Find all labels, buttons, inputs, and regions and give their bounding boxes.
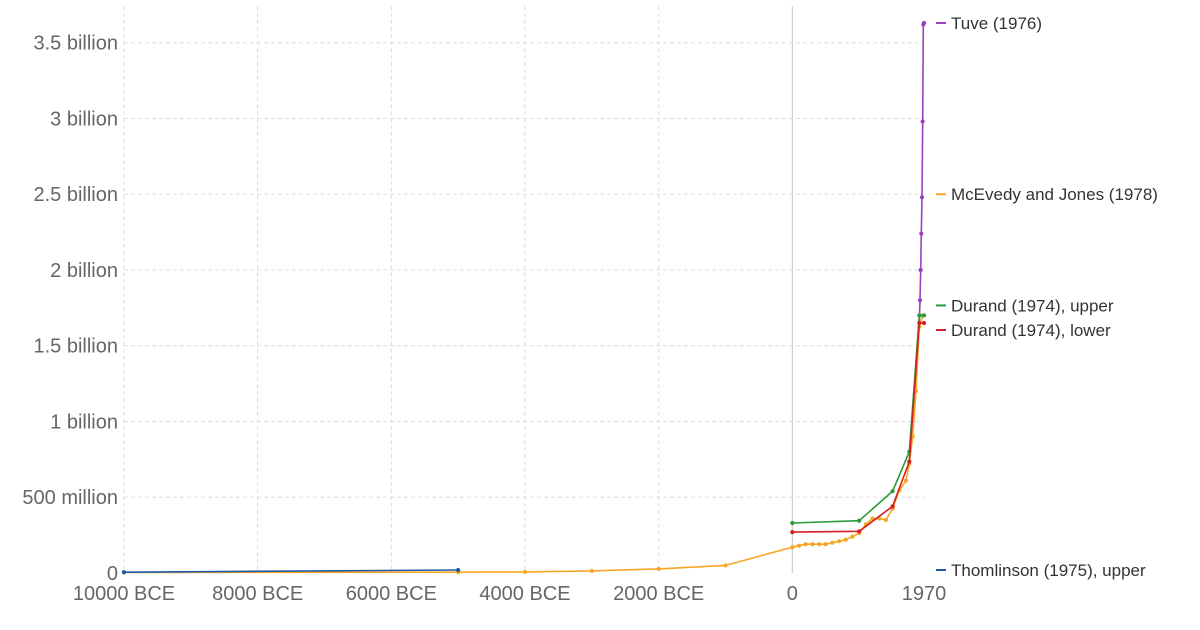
legend-label-durand-1974-upper: Durand (1974), upper <box>951 296 1114 315</box>
data-point-durand-1974-upper <box>917 313 922 318</box>
data-point-tuve-1976 <box>921 20 927 26</box>
data-point-durand-1974-upper <box>921 313 927 318</box>
data-point-durand-1974-lower <box>857 529 862 534</box>
data-point-thomlinson-1975-upper <box>456 567 461 573</box>
x-tick-label: 10000 BCE <box>73 583 175 605</box>
series-layer <box>121 20 927 575</box>
data-point-durand-1974-upper <box>790 520 795 526</box>
legend-label-thomlinson-1975-upper: Thomlinson (1975), upper <box>951 561 1146 580</box>
data-point-tuve-1976 <box>917 298 923 303</box>
legend-layer: Tuve (1976) McEvedy and Jones (1978) Duran… <box>936 14 1158 580</box>
data-point-mcevedy-and-jones-1978 <box>803 542 808 547</box>
y-tick-label: 500 million <box>22 487 118 509</box>
data-point-mcevedy-and-jones-1978 <box>837 539 842 544</box>
y-tick-label: 1.5 billion <box>33 336 118 358</box>
x-tick-label: 2000 BCE <box>613 583 704 605</box>
data-point-mcevedy-and-jones-1978 <box>810 542 815 547</box>
legend-label-durand-1974-lower: Durand (1974), lower <box>951 321 1111 340</box>
legend-label-tuve-1976: Tuve (1976) <box>951 14 1042 33</box>
data-point-mcevedy-and-jones-1978 <box>790 545 795 550</box>
y-tick-label: 3.5 billion <box>33 33 118 55</box>
data-point-tuve-1976 <box>918 267 923 273</box>
x-tick-label: 0 <box>787 583 798 605</box>
data-point-mcevedy-and-jones-1978 <box>870 516 875 521</box>
y-tick-label: 2 billion <box>50 260 118 282</box>
y-tick-label: 3 billion <box>50 108 118 130</box>
y-tick-label: 0 <box>107 563 118 585</box>
x-tick-label: 6000 BCE <box>346 583 437 605</box>
data-point-mcevedy-and-jones-1978 <box>903 478 909 483</box>
series-line-durand-1974-upper <box>792 314 924 524</box>
data-point-durand-1974-lower <box>921 320 927 326</box>
x-tick-label: 4000 BCE <box>479 583 570 605</box>
series-line-mcevedy-and-jones-1978 <box>123 314 924 574</box>
data-point-tuve-1976 <box>919 231 924 236</box>
x-tick-label: 8000 BCE <box>212 583 303 605</box>
data-point-mcevedy-and-jones-1978 <box>843 537 848 542</box>
data-point-durand-1974-lower <box>790 529 795 535</box>
data-point-mcevedy-and-jones-1978 <box>656 566 661 572</box>
data-point-thomlinson-1975-upper <box>121 570 127 575</box>
data-point-tuve-1976 <box>919 195 925 200</box>
series-line-thomlinson-1975-upper <box>123 569 459 573</box>
data-point-tuve-1976 <box>920 119 925 124</box>
data-point-durand-1974-lower <box>907 459 912 464</box>
data-point-mcevedy-and-jones-1978 <box>816 542 822 547</box>
data-point-mcevedy-and-jones-1978 <box>589 568 594 573</box>
data-point-durand-1974-upper <box>890 489 895 494</box>
axis-layer: 0 500 million 1 billion 1.5 billion 2 billio… <box>22 33 946 605</box>
data-point-mcevedy-and-jones-1978 <box>883 517 889 523</box>
data-point-durand-1974-lower <box>890 504 895 509</box>
legend-label-mcevedy-and-jones-1978: McEvedy and Jones (1978) <box>951 185 1158 204</box>
data-point-mcevedy-and-jones-1978 <box>830 540 835 545</box>
data-point-mcevedy-and-jones-1978 <box>522 569 528 575</box>
series-line-tuve-1976 <box>918 22 925 324</box>
y-tick-label: 2.5 billion <box>33 184 118 206</box>
x-tick-label: 1970 <box>902 583 947 605</box>
grid-layer <box>123 6 924 573</box>
data-point-mcevedy-and-jones-1978 <box>796 543 802 548</box>
data-point-mcevedy-and-jones-1978 <box>723 563 728 568</box>
data-point-durand-1974-lower <box>917 320 922 326</box>
series-line-durand-1974-lower <box>792 322 924 533</box>
data-point-durand-1974-upper <box>857 518 862 523</box>
data-point-mcevedy-and-jones-1978 <box>823 542 828 547</box>
data-point-mcevedy-and-jones-1978 <box>850 534 855 539</box>
y-tick-label: 1 billion <box>50 411 118 433</box>
